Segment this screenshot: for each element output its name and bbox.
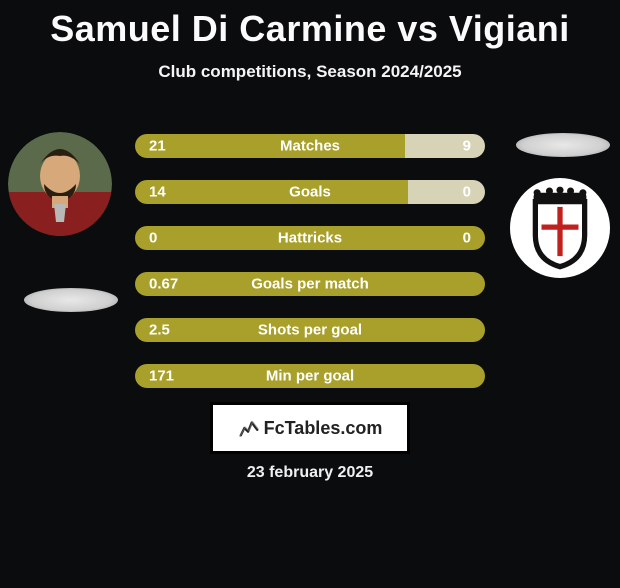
stat-row: 171 Min per goal: [135, 364, 485, 388]
player-left-avatar: [8, 132, 112, 236]
stat-row: 0 0 Hattricks: [135, 226, 485, 250]
source-badge: FcTables.com: [210, 402, 410, 454]
date-text: 23 february 2025: [247, 464, 373, 482]
stats-bars: 21 9 Matches 14 0 Goals 0 0 Hattricks 0.67 Goals p…: [135, 134, 485, 410]
stat-label: Shots per goal: [258, 322, 362, 339]
stat-value-left: 0.67: [135, 276, 192, 293]
stat-value-left: 171: [135, 368, 188, 385]
stat-row: 21 9 Matches: [135, 134, 485, 158]
stat-label: Min per goal: [266, 368, 354, 385]
stat-value-right: 0: [449, 184, 485, 201]
stat-label: Matches: [280, 138, 340, 155]
badge-text: FcTables.com: [264, 418, 383, 439]
player-left-shadow: [24, 288, 118, 312]
stat-value-right: 9: [449, 138, 485, 155]
player-right-shadow: [516, 133, 610, 157]
stat-row: 2.5 Shots per goal: [135, 318, 485, 342]
stat-value-left: 2.5: [135, 322, 184, 339]
stat-row: 14 0 Goals: [135, 180, 485, 204]
stat-label: Goals per match: [251, 276, 369, 293]
stat-value-left: 14: [135, 184, 180, 201]
stat-label: Hattricks: [278, 230, 342, 247]
subtitle: Club competitions, Season 2024/2025: [0, 62, 620, 82]
stat-value-left: 21: [135, 138, 180, 155]
stat-value-right: 0: [449, 230, 485, 247]
stat-row: 0.67 Goals per match: [135, 272, 485, 296]
page-title: Samuel Di Carmine vs Vigiani: [0, 8, 620, 50]
stat-label: Goals: [289, 184, 331, 201]
stat-value-left: 0: [135, 230, 171, 247]
player-right-crest: [510, 178, 610, 278]
chart-icon: [238, 417, 260, 439]
